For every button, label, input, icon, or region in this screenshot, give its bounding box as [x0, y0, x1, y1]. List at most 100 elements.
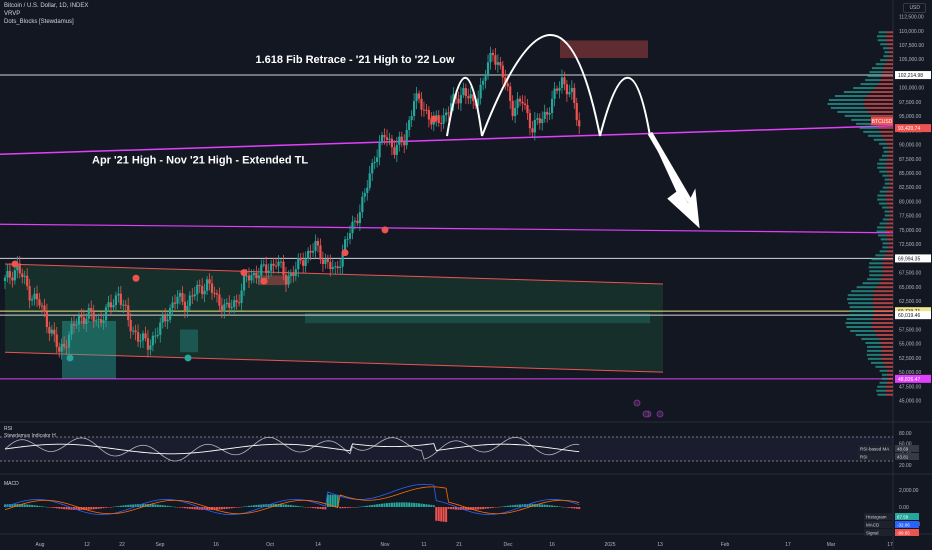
- volume-profile-bar: [855, 122, 877, 125]
- candle-body: [247, 275, 251, 281]
- vrvp-label[interactable]: VRVP: [4, 11, 21, 17]
- candle-body: [358, 212, 361, 224]
- volume-profile-bar: [879, 170, 887, 173]
- candle-body: [178, 293, 182, 297]
- candle-body: [11, 277, 14, 281]
- candle-body: [509, 86, 512, 101]
- volume-profile-bar: [847, 298, 873, 301]
- macd-histogram-bar: [376, 504, 379, 507]
- volume-profile-bar: [888, 246, 893, 249]
- volume-profile-bar: [885, 230, 893, 233]
- candle-body: [154, 335, 157, 337]
- price-tick: 52,500.00: [899, 356, 921, 362]
- macd-histogram-bar: [203, 507, 206, 510]
- macd-histogram-bar: [119, 505, 122, 507]
- macd-histogram-bar: [445, 507, 448, 523]
- candle-body: [366, 187, 369, 193]
- fib-annotation: 1.618 Fib Retrace - '21 High to '22 Low: [255, 54, 454, 66]
- candle-body: [521, 101, 524, 104]
- volume-profile-bar: [851, 290, 875, 293]
- volume-profile-bar: [882, 262, 893, 265]
- volume-profile-bar: [845, 322, 872, 325]
- volume-profile-bar: [867, 110, 893, 113]
- volume-profile-bar: [888, 242, 893, 245]
- volume-profile-bar: [877, 35, 886, 38]
- macd-histogram-bar: [85, 507, 88, 510]
- time-tick: 16: [549, 542, 555, 548]
- candle-body: [570, 87, 573, 93]
- macd-histogram-bar: [63, 507, 66, 510]
- price-tag-label: BTCUSD: [872, 119, 893, 125]
- macd-histogram-bar: [164, 505, 167, 507]
- macd-histogram-bar: [388, 502, 391, 507]
- currency-button[interactable]: USD: [903, 3, 926, 13]
- candle-body: [215, 293, 219, 295]
- volume-profile-bar: [868, 134, 882, 137]
- macd-histogram-bar: [294, 505, 297, 507]
- macd-histogram-bar: [506, 505, 509, 507]
- macd-histogram-bar: [371, 504, 374, 507]
- candle-body: [260, 264, 263, 276]
- candle-body: [348, 233, 352, 239]
- rsi-tag-bg: [858, 445, 892, 452]
- volume-profile-bar: [885, 63, 893, 66]
- candle-body: [144, 333, 147, 339]
- macd-histogram-bar: [501, 506, 504, 507]
- macd-histogram-bar: [558, 506, 561, 507]
- macd-histogram-bar: [255, 504, 258, 507]
- macd-histogram-bar: [425, 504, 428, 507]
- volume-profile-bar: [853, 87, 876, 90]
- macd-histogram-bar: [151, 504, 154, 507]
- volume-profile-bar: [873, 138, 885, 141]
- volume-profile-bar: [849, 306, 874, 309]
- dots-blocks-label[interactable]: Dots_Blocks [Stewdamus]: [4, 19, 74, 25]
- candle-body: [100, 319, 103, 323]
- volume-profile-bar: [834, 94, 867, 97]
- volume-profile-bar: [884, 182, 890, 185]
- macd-histogram-bar: [90, 507, 93, 510]
- candle-body: [203, 290, 206, 295]
- candle-body: [447, 112, 450, 114]
- volume-profile-bar: [846, 326, 873, 329]
- macd-histogram-bar: [422, 503, 425, 507]
- candle-body: [277, 261, 280, 267]
- volume-profile-bar: [862, 282, 880, 285]
- volume-profile-bar: [888, 218, 893, 221]
- volume-profile-bar: [847, 294, 873, 297]
- volume-profile-bar: [881, 353, 893, 356]
- volume-profile-bar: [850, 310, 874, 313]
- candle-body: [250, 275, 253, 281]
- candle-body: [415, 93, 418, 102]
- candle-body: [119, 293, 122, 306]
- macd-histogram-bar: [516, 504, 519, 507]
- candle-body: [141, 333, 145, 341]
- macd-histogram-bar: [134, 504, 137, 507]
- macd-histogram-bar: [573, 507, 576, 509]
- candle-body: [422, 109, 426, 111]
- candle-body: [136, 332, 140, 342]
- macd-histogram-bar: [496, 507, 499, 508]
- macd-histogram-bar: [289, 505, 292, 507]
- candle-body: [568, 92, 571, 95]
- candle-body: [299, 258, 302, 261]
- macd-histogram-bar: [556, 506, 559, 507]
- macd-histogram-bar: [565, 507, 568, 508]
- price-tag-bg: [895, 374, 931, 383]
- volume-profile-bar: [886, 39, 893, 42]
- candle-body: [501, 65, 504, 78]
- volume-profile-bar: [879, 381, 887, 384]
- macd-histogram-bar: [341, 507, 344, 509]
- candle-body: [486, 62, 490, 77]
- volume-profile-bar: [846, 318, 873, 321]
- macd-tag-label: Signal: [866, 531, 879, 536]
- event-icon: [656, 410, 664, 418]
- macd-histogram-bar: [398, 502, 401, 507]
- candle-body: [395, 144, 398, 155]
- time-tick: Feb: [721, 542, 730, 548]
- price-tick: 67,500.00: [899, 271, 921, 277]
- price-tick: 57,500.00: [899, 327, 921, 333]
- volume-profile-bar: [878, 337, 893, 340]
- candle-body: [255, 272, 258, 279]
